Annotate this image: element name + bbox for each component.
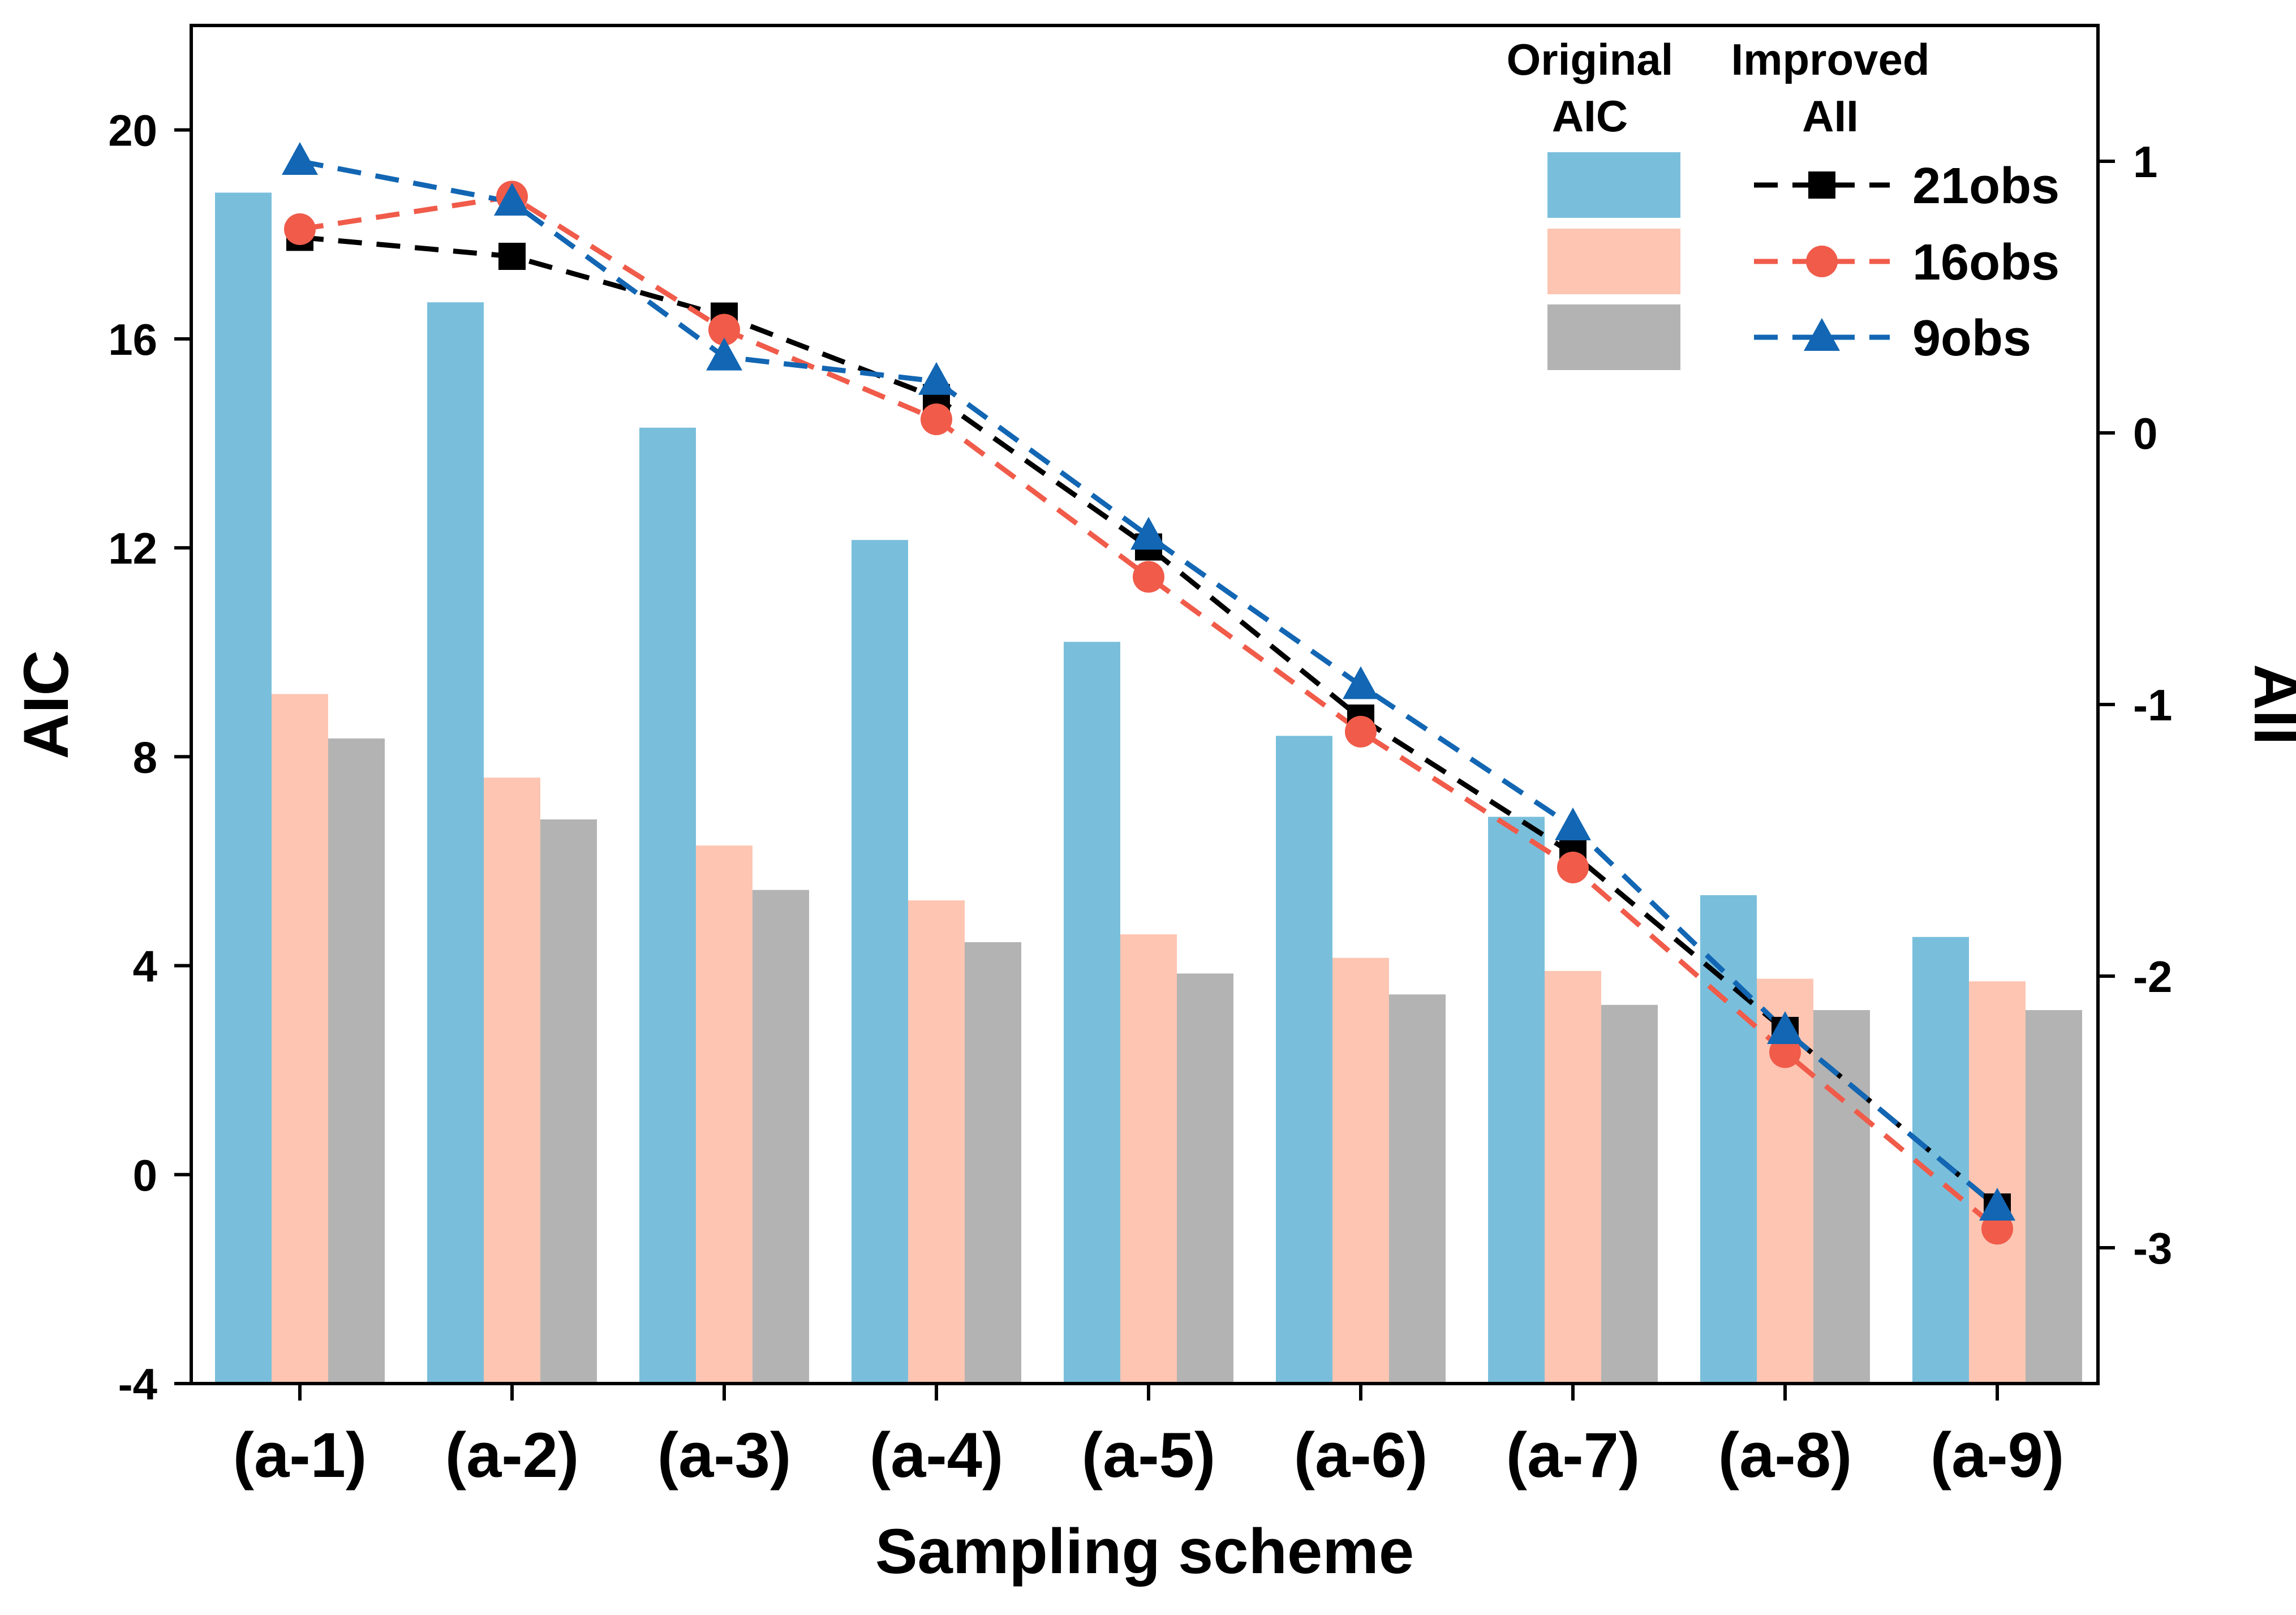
marker-16obs-(a-9) xyxy=(1981,1213,2013,1245)
marker-16obs-(a-3) xyxy=(708,313,740,346)
legend-marker-21obs xyxy=(1808,171,1835,199)
bar-21obs-(a-1) xyxy=(215,192,272,1384)
legend-bar-heading-1: Original xyxy=(1507,35,1674,84)
y-left-tick-label: 12 xyxy=(108,523,157,573)
bar-16obs-(a-1) xyxy=(272,694,328,1384)
marker-16obs-(a-1) xyxy=(284,213,316,245)
bar-21obs-(a-8) xyxy=(1700,895,1757,1384)
bar-9obs-(a-8) xyxy=(1813,1010,1870,1384)
bar-16obs-(a-9) xyxy=(1969,981,2026,1384)
y-right-tick-label: 1 xyxy=(2133,137,2157,187)
marker-9obs-(a-6) xyxy=(1343,666,1379,699)
y-axis-left-title: AIC xyxy=(11,650,81,759)
x-tick-label-(a-2): (a-2) xyxy=(445,1420,579,1491)
line-16obs xyxy=(299,194,1999,1231)
y-left-tick-label: 8 xyxy=(133,732,157,782)
bar-16obs-(a-5) xyxy=(1120,934,1177,1384)
bar-9obs-(a-2) xyxy=(540,819,597,1384)
legend-line-heading-2: AII xyxy=(1802,91,1859,141)
lines-layer xyxy=(282,142,2015,1245)
legend-marker-16obs xyxy=(1806,246,1838,277)
legend-swatch-bar-21obs xyxy=(1547,152,1680,218)
marker-16obs-(a-6) xyxy=(1345,716,1377,748)
marker-9obs-(a-9) xyxy=(1979,1188,2015,1221)
y-left-tick-label: 4 xyxy=(133,942,157,991)
bar-9obs-(a-9) xyxy=(2026,1010,2082,1384)
legend-label-16obs: 16obs xyxy=(1912,234,2059,291)
legend-swatch-bar-9obs xyxy=(1547,304,1680,370)
y-left-tick-label: 16 xyxy=(108,315,157,364)
marker-9obs-(a-3) xyxy=(706,337,742,371)
marker-21obs-(a-2) xyxy=(498,243,526,270)
bar-9obs-(a-3) xyxy=(753,890,809,1384)
marker-9obs-(a-7) xyxy=(1555,808,1591,840)
bar-21obs-(a-3) xyxy=(639,427,696,1384)
legend-line-heading-1: Improved xyxy=(1731,35,1929,84)
legend-label-21obs: 21obs xyxy=(1912,158,2059,214)
axes-layer: -4 0 4 8 12 16 20 -3 -2 -1 0 1 (a-1) (a-2) (a-3) (a-4) (… xyxy=(108,106,2172,1491)
y-left-tick-label: 0 xyxy=(133,1150,157,1200)
bar-9obs-(a-5) xyxy=(1177,973,1233,1384)
marker-16obs-(a-8) xyxy=(1769,1036,1801,1068)
x-tick-label-(a-7): (a-7) xyxy=(1506,1420,1640,1491)
y-right-tick-label: -1 xyxy=(2133,680,2172,730)
marker-16obs-(a-4) xyxy=(921,403,952,435)
y-left-tick-label: 20 xyxy=(108,106,157,156)
x-tick-label-(a-8): (a-8) xyxy=(1718,1420,1852,1491)
marker-9obs-(a-1) xyxy=(282,142,318,175)
y-right-tick-label: -2 xyxy=(2133,952,2172,1002)
x-tick-label-(a-4): (a-4) xyxy=(870,1420,1003,1491)
bar-16obs-(a-3) xyxy=(696,845,753,1384)
y-left-tick-label: -4 xyxy=(118,1359,157,1409)
marker-9obs-(a-4) xyxy=(918,362,954,395)
y-right-tick-label: 0 xyxy=(2133,409,2157,458)
legend-swatch-bar-16obs xyxy=(1547,229,1680,294)
x-tick-label-(a-9): (a-9) xyxy=(1930,1420,2064,1491)
marker-9obs-(a-2) xyxy=(494,183,530,216)
bar-21obs-(a-5) xyxy=(1064,642,1120,1384)
marker-9obs-(a-5) xyxy=(1130,517,1167,550)
legend-marker-9obs xyxy=(1804,318,1840,351)
x-tick-label-(a-6): (a-6) xyxy=(1294,1420,1428,1491)
line-21obs xyxy=(299,234,1999,1209)
marker-9obs-(a-8) xyxy=(1767,1011,1803,1044)
x-tick-label-(a-3): (a-3) xyxy=(657,1420,791,1491)
bar-21obs-(a-2) xyxy=(427,302,484,1384)
bar-21obs-(a-7) xyxy=(1488,817,1545,1384)
line-9obs xyxy=(299,158,1999,1209)
x-axis-title: Sampling scheme xyxy=(875,1516,1414,1587)
bar-9obs-(a-1) xyxy=(328,738,385,1384)
y-axis-right-title: AII xyxy=(2241,664,2296,745)
y-right-tick-label: -3 xyxy=(2133,1223,2172,1273)
legend-bar-heading-2: AIC xyxy=(1552,91,1628,141)
x-tick-label-(a-1): (a-1) xyxy=(233,1420,367,1491)
legend: Original AIC Improved AII 21obs 16obs 9obs xyxy=(1507,35,2059,370)
legend-label-9obs: 9obs xyxy=(1912,310,2031,367)
bar-21obs-(a-6) xyxy=(1276,736,1332,1384)
bar-16obs-(a-7) xyxy=(1545,970,1601,1384)
bar-21obs-(a-4) xyxy=(852,540,908,1384)
bar-16obs-(a-4) xyxy=(908,900,965,1384)
bar-9obs-(a-4) xyxy=(965,942,1021,1384)
marker-16obs-(a-7) xyxy=(1557,852,1589,883)
bars-layer xyxy=(215,192,2082,1384)
bar-16obs-(a-6) xyxy=(1332,957,1389,1384)
bar-16obs-(a-2) xyxy=(484,778,540,1384)
bar-9obs-(a-6) xyxy=(1389,994,1446,1384)
marker-16obs-(a-5) xyxy=(1133,561,1164,593)
x-tick-label-(a-5): (a-5) xyxy=(1082,1420,1215,1491)
bar-9obs-(a-7) xyxy=(1601,1004,1658,1384)
legend-items: 21obs 16obs 9obs xyxy=(1547,152,2059,370)
